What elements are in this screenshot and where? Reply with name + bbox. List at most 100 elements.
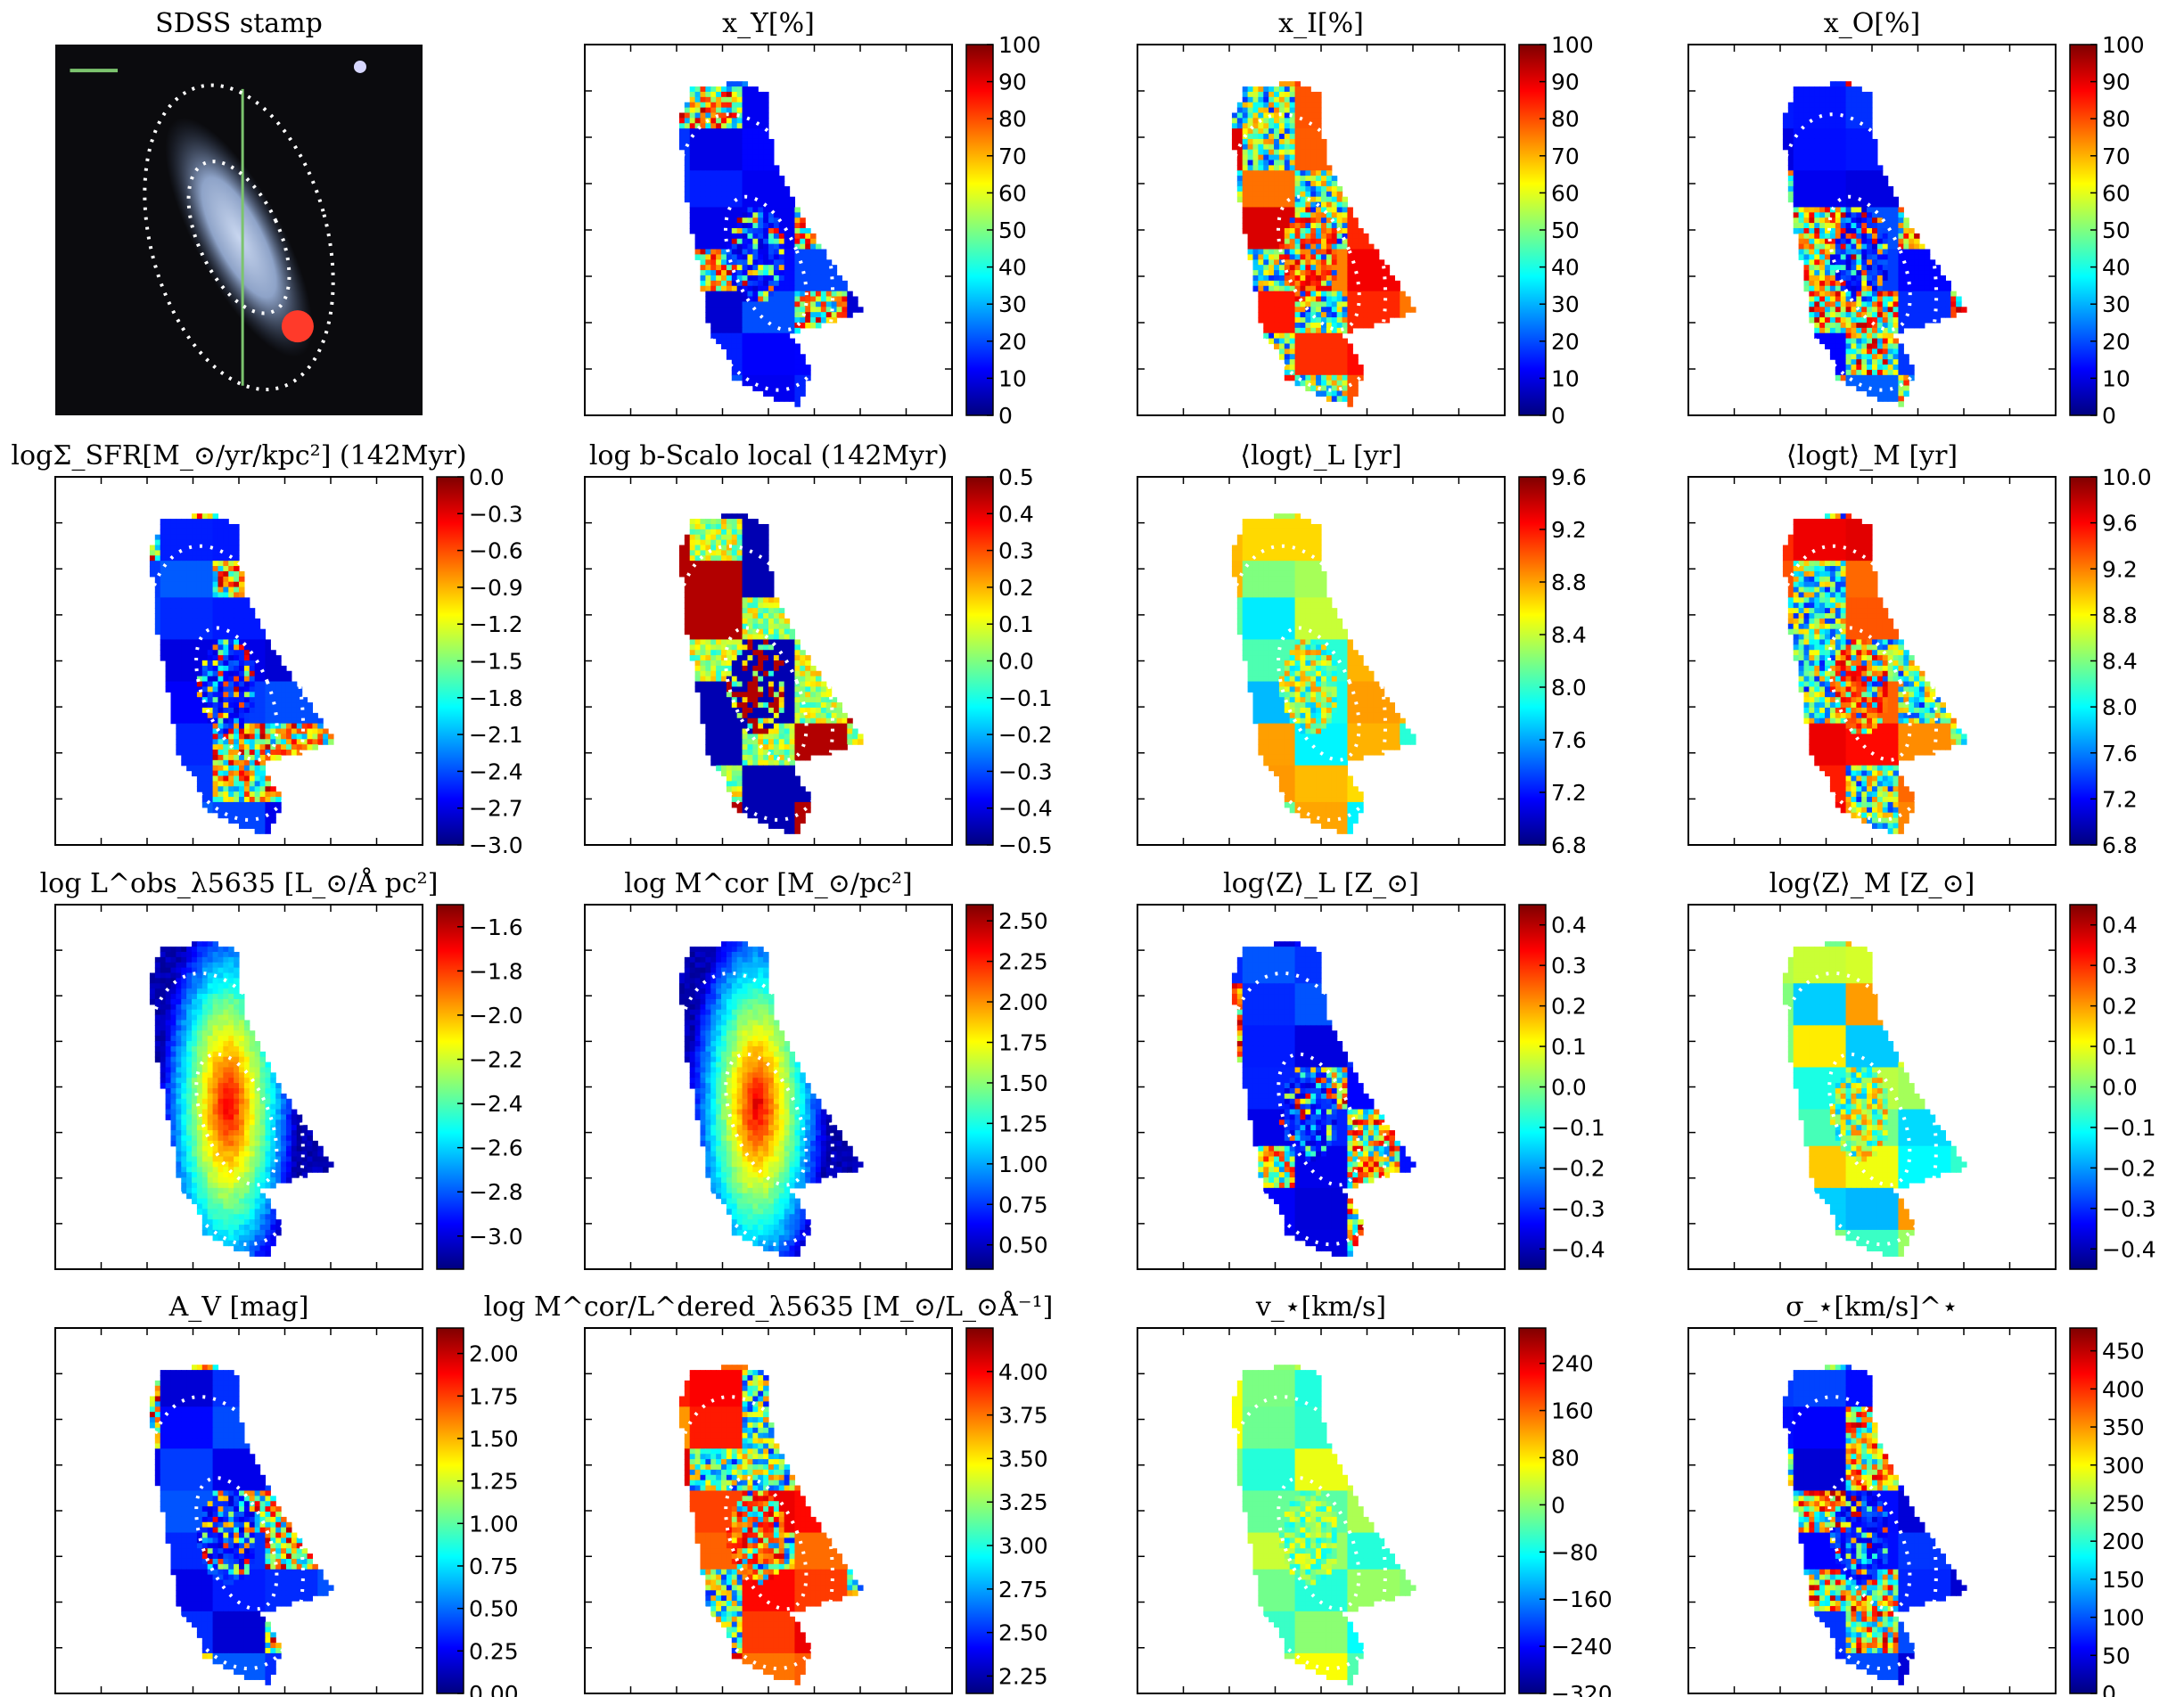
heatmap-cell bbox=[778, 191, 785, 198]
heatmap-cell bbox=[234, 608, 240, 614]
heatmap-cell bbox=[1231, 134, 1238, 140]
heatmap-cell bbox=[694, 249, 702, 256]
heatmap-cell bbox=[192, 717, 198, 725]
heatmap-cell bbox=[763, 365, 769, 371]
heatmap-cell bbox=[296, 686, 303, 693]
heatmap-cell bbox=[1316, 343, 1322, 349]
heatmap-cell bbox=[1835, 259, 1842, 266]
heatmap-cell bbox=[836, 296, 842, 302]
heatmap-cell bbox=[1316, 348, 1322, 355]
heatmap-cell bbox=[1861, 327, 1868, 334]
heatmap-cell bbox=[181, 608, 187, 614]
heatmap-cell bbox=[721, 327, 727, 334]
heatmap-cell bbox=[752, 165, 759, 171]
heatmap-cell bbox=[1814, 233, 1820, 240]
heatmap-cell bbox=[831, 317, 838, 324]
heatmap-cell bbox=[1872, 223, 1878, 229]
heatmap-cell bbox=[1300, 327, 1306, 334]
heatmap-cell bbox=[1336, 291, 1343, 298]
heatmap-cell bbox=[1918, 322, 1925, 329]
heatmap-cell bbox=[1867, 332, 1873, 340]
heatmap-cell bbox=[223, 613, 229, 619]
heatmap-cell bbox=[805, 369, 811, 376]
heatmap-cell bbox=[1305, 280, 1311, 287]
heatmap-cell bbox=[1331, 201, 1338, 209]
heatmap-cell bbox=[1305, 348, 1311, 355]
heatmap-cell bbox=[218, 744, 224, 750]
heatmap-cell bbox=[1861, 343, 1868, 349]
heatmap-cell bbox=[1310, 196, 1317, 203]
heatmap-cell bbox=[259, 744, 267, 750]
heatmap-cell bbox=[243, 686, 250, 693]
heatmap-cell bbox=[1294, 196, 1301, 203]
heatmap-cell bbox=[1924, 249, 1931, 256]
heatmap-cell bbox=[1294, 149, 1301, 156]
heatmap-cell bbox=[1934, 275, 1942, 282]
heatmap-cell bbox=[1278, 265, 1285, 271]
heatmap-cell bbox=[694, 191, 702, 198]
heatmap-cell bbox=[1289, 96, 1296, 103]
heatmap-cell bbox=[218, 676, 224, 683]
heatmap-cell bbox=[1284, 201, 1291, 209]
heatmap-cell bbox=[1918, 296, 1925, 302]
heatmap-cell bbox=[1909, 254, 1915, 260]
heatmap-cell bbox=[1867, 112, 1873, 119]
heatmap-cell bbox=[1342, 238, 1349, 245]
heatmap-cell bbox=[1342, 254, 1349, 260]
heatmap-cell bbox=[218, 775, 224, 782]
heatmap-cell bbox=[810, 249, 817, 256]
heatmap-cell bbox=[1898, 312, 1904, 318]
colorbar-tick-label: 60 bbox=[998, 180, 1027, 206]
heatmap-cell bbox=[742, 259, 749, 266]
heatmap-cell bbox=[815, 270, 822, 276]
heatmap-cell bbox=[207, 686, 214, 693]
heatmap-cell bbox=[207, 728, 214, 734]
heatmap-cell bbox=[1294, 134, 1301, 140]
heatmap-cell bbox=[296, 702, 303, 709]
heatmap-cell bbox=[852, 301, 858, 307]
heatmap-cell bbox=[1819, 233, 1826, 240]
heatmap-cell bbox=[1305, 176, 1311, 182]
heatmap-cell bbox=[1861, 91, 1868, 98]
heatmap-cell bbox=[1793, 217, 1800, 224]
heatmap-cell bbox=[281, 676, 287, 683]
heatmap-cell bbox=[1814, 291, 1820, 298]
heatmap-cell bbox=[1289, 212, 1296, 218]
heatmap-cell bbox=[1316, 359, 1322, 365]
heatmap-cell bbox=[1872, 143, 1878, 151]
heatmap-cell bbox=[1861, 359, 1868, 365]
heatmap-cell bbox=[207, 576, 214, 583]
heatmap-cell bbox=[684, 196, 691, 203]
heatmap-cell bbox=[815, 254, 822, 260]
heatmap-cell bbox=[1924, 270, 1931, 276]
heatmap-cell bbox=[1300, 91, 1306, 98]
heatmap-cell bbox=[842, 312, 848, 318]
heatmap-cell bbox=[710, 102, 717, 109]
heatmap-cell bbox=[223, 770, 229, 777]
heatmap-cell bbox=[218, 797, 224, 803]
panel-title: SDSS stamp bbox=[155, 8, 323, 39]
heatmap-cell bbox=[223, 523, 229, 530]
heatmap-cell bbox=[192, 702, 198, 709]
heatmap-cell bbox=[1882, 176, 1889, 182]
heatmap-cell bbox=[1258, 270, 1264, 276]
heatmap-cell bbox=[207, 775, 214, 782]
heatmap-cell bbox=[710, 296, 717, 302]
heatmap-cell bbox=[758, 123, 764, 129]
heatmap-cell bbox=[259, 807, 267, 814]
heatmap-cell bbox=[1914, 296, 1920, 302]
heatmap-cell bbox=[752, 201, 759, 209]
heatmap-cell bbox=[752, 534, 759, 541]
heatmap-cell bbox=[243, 628, 250, 635]
heatmap-cell bbox=[1305, 374, 1311, 381]
heatmap-cell bbox=[270, 707, 276, 714]
heatmap-cell bbox=[716, 523, 722, 530]
heatmap-cell bbox=[1284, 176, 1291, 182]
heatmap-cell bbox=[1814, 118, 1820, 124]
heatmap-cell bbox=[1814, 312, 1820, 318]
heatmap-cell bbox=[281, 723, 287, 730]
heatmap-cell bbox=[223, 597, 229, 603]
heatmap-cell bbox=[1909, 249, 1915, 256]
heatmap-cell bbox=[768, 185, 775, 193]
heatmap-cell bbox=[721, 134, 727, 140]
